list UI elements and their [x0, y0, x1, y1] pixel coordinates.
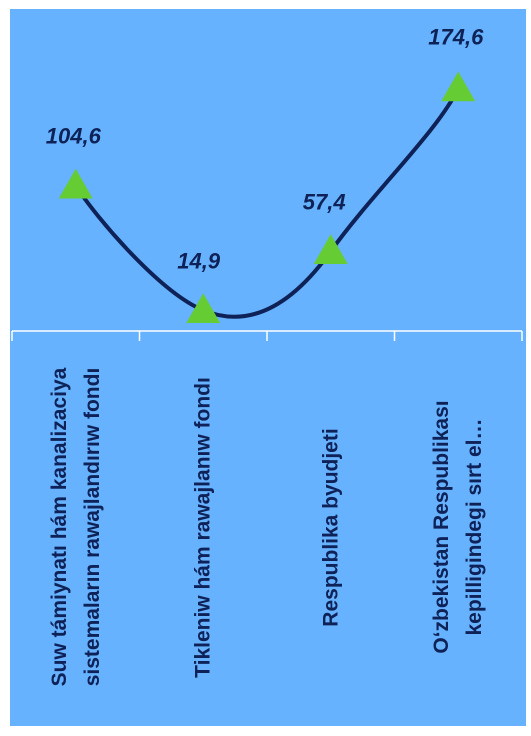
data-label: 104,6 [46, 124, 102, 149]
marker-layer [58, 71, 476, 324]
category-label: Suw támiynatı hám kanalizaciya sistemala… [47, 367, 104, 687]
data-label-layer: 104,6 14,9 57,4 174,6 [46, 24, 484, 273]
data-point-marker [186, 293, 221, 324]
data-point-marker [58, 168, 93, 199]
chart-area: 104,6 14,9 57,4 174,6 Suw támiynatı hám kan… [10, 9, 526, 726]
data-label: 14,9 [177, 248, 221, 273]
series-line [74, 87, 461, 319]
line-chart: 104,6 14,9 57,4 174,6 [11, 24, 523, 341]
category-label: Tikleniw hám rawajlanıw fondı [191, 376, 215, 678]
x-axis [11, 330, 523, 341]
data-label: 57,4 [303, 189, 346, 214]
data-point-marker [441, 71, 476, 102]
data-point-marker [313, 234, 348, 265]
category-label: O‘zbekistan Respublikası kepilligindegi … [430, 400, 487, 654]
category-label: Respublika byudjeti [319, 427, 343, 627]
data-label: 174,6 [428, 24, 484, 49]
